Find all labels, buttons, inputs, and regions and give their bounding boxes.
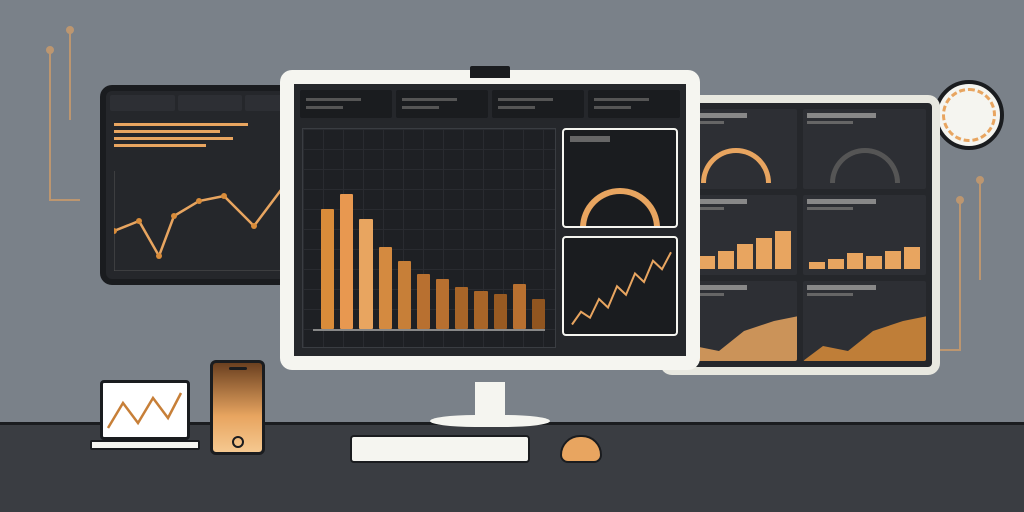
monitor-stand-neck (475, 382, 505, 417)
text-line (114, 123, 248, 126)
monitor-stand-base (430, 415, 550, 427)
bar (532, 299, 545, 329)
gauge-arc (701, 148, 771, 183)
bar (513, 284, 526, 329)
tab[interactable] (110, 95, 175, 111)
bar (474, 291, 487, 329)
sparkline-chart (564, 238, 678, 336)
bar (398, 261, 411, 329)
bar (775, 231, 791, 269)
gauge-arc (580, 188, 660, 228)
tab[interactable] (178, 95, 243, 111)
bar (828, 259, 844, 269)
gauge-arc (830, 148, 900, 183)
dashboard-cell-area[interactable] (803, 281, 926, 361)
bar (885, 251, 901, 269)
bar (756, 238, 772, 270)
cell-title (807, 113, 876, 118)
stat-box[interactable] (300, 90, 392, 118)
gauge-widget[interactable] (562, 128, 678, 228)
widget-label (570, 136, 610, 142)
bar (359, 219, 372, 329)
text-line (114, 137, 233, 140)
bar (718, 251, 734, 269)
stat-box[interactable] (588, 90, 680, 118)
cell-subtitle (807, 207, 853, 210)
text-line (114, 144, 206, 147)
cell-title (807, 199, 876, 204)
laptop[interactable] (90, 380, 200, 450)
bar (417, 274, 430, 329)
text-line (114, 130, 220, 133)
bar (699, 256, 715, 270)
bar (379, 247, 392, 329)
bar (904, 247, 920, 270)
bar (809, 262, 825, 269)
bar (321, 209, 334, 329)
sparkline-widget[interactable] (562, 236, 678, 336)
bar (737, 244, 753, 269)
chart-baseline (313, 329, 545, 331)
main-bar-chart (302, 128, 556, 348)
laptop-screen (100, 380, 190, 440)
bar (494, 294, 507, 329)
dashboard-cell-gauge[interactable] (803, 109, 926, 189)
keyboard[interactable] (350, 435, 530, 463)
primary-monitor (280, 70, 700, 370)
mini-bar-chart (809, 229, 920, 269)
bar (866, 256, 882, 269)
stat-box[interactable] (396, 90, 488, 118)
laptop-sparkline (103, 383, 187, 437)
cell-subtitle (807, 293, 853, 296)
bar (455, 287, 468, 329)
dashboard-cell-bar[interactable] (803, 195, 926, 275)
stat-box-row (294, 84, 686, 124)
area-chart (803, 311, 926, 361)
wall-clock (934, 80, 1004, 150)
bar (847, 253, 863, 269)
cell-subtitle (807, 121, 853, 124)
bar (340, 194, 353, 329)
cell-title (807, 285, 876, 290)
secondary-monitor-right (660, 95, 940, 375)
smartphone[interactable] (210, 360, 265, 455)
stat-box[interactable] (492, 90, 584, 118)
webcam-notch (470, 66, 510, 78)
bar (436, 279, 449, 329)
